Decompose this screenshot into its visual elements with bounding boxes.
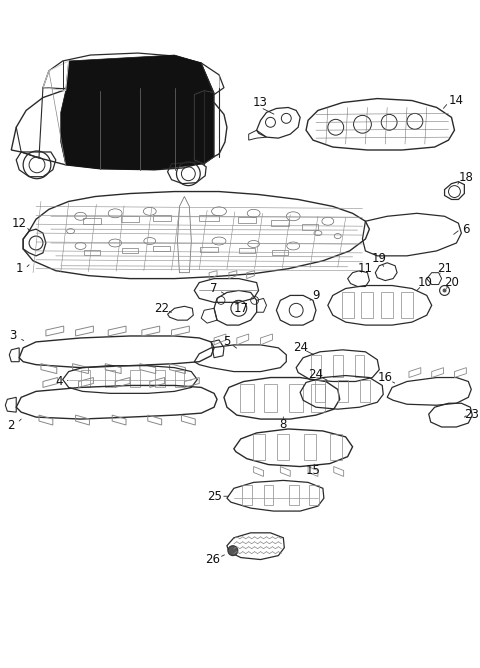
- Text: 26: 26: [205, 553, 221, 566]
- Bar: [273, 250, 288, 255]
- Bar: [381, 293, 393, 318]
- Text: 4: 4: [55, 375, 62, 388]
- Text: 9: 9: [312, 289, 320, 302]
- Bar: [401, 293, 413, 318]
- Circle shape: [443, 289, 446, 293]
- Bar: [84, 250, 100, 255]
- Bar: [289, 385, 303, 412]
- Text: 17: 17: [233, 302, 248, 315]
- Text: 3: 3: [10, 329, 17, 343]
- Bar: [84, 218, 101, 224]
- Bar: [105, 369, 115, 387]
- Bar: [338, 381, 348, 402]
- Text: 11: 11: [358, 263, 373, 275]
- Text: 16: 16: [378, 371, 393, 384]
- Bar: [240, 385, 253, 412]
- Text: 14: 14: [449, 94, 464, 107]
- Bar: [200, 247, 218, 253]
- Text: 1: 1: [15, 263, 23, 275]
- Text: 19: 19: [372, 253, 387, 265]
- Bar: [360, 381, 371, 402]
- Bar: [252, 434, 264, 460]
- Circle shape: [228, 546, 238, 556]
- Text: 25: 25: [206, 490, 221, 503]
- Text: 7: 7: [210, 282, 218, 295]
- Text: 15: 15: [306, 464, 321, 477]
- Text: 8: 8: [280, 418, 287, 430]
- Bar: [199, 215, 219, 221]
- Bar: [272, 220, 289, 226]
- Bar: [289, 486, 299, 505]
- Bar: [242, 486, 252, 505]
- Bar: [277, 434, 289, 460]
- Text: 22: 22: [154, 302, 169, 315]
- Bar: [264, 385, 277, 412]
- Bar: [342, 293, 354, 318]
- Bar: [330, 434, 342, 460]
- Text: 13: 13: [253, 96, 268, 109]
- Bar: [302, 224, 318, 230]
- Bar: [153, 246, 170, 251]
- Bar: [175, 369, 184, 387]
- Bar: [309, 486, 319, 505]
- Bar: [311, 385, 325, 412]
- Bar: [361, 293, 373, 318]
- Bar: [355, 355, 364, 377]
- Text: 6: 6: [463, 222, 470, 236]
- Text: 21: 21: [437, 263, 452, 275]
- Bar: [155, 369, 165, 387]
- Text: 20: 20: [444, 276, 459, 289]
- Bar: [81, 369, 90, 387]
- Bar: [264, 486, 274, 505]
- Text: 10: 10: [417, 276, 432, 289]
- Bar: [311, 355, 321, 377]
- Bar: [121, 248, 138, 253]
- Bar: [333, 355, 343, 377]
- Text: 23: 23: [464, 407, 479, 421]
- Text: 12: 12: [12, 216, 27, 230]
- Bar: [153, 215, 170, 221]
- Bar: [239, 248, 254, 253]
- Text: 24: 24: [309, 368, 324, 381]
- Text: 18: 18: [459, 171, 474, 184]
- Text: 5: 5: [223, 335, 230, 349]
- Bar: [130, 369, 140, 387]
- Bar: [315, 381, 325, 402]
- Text: 2: 2: [8, 419, 15, 432]
- Bar: [121, 216, 139, 222]
- Text: 24: 24: [293, 341, 308, 354]
- Polygon shape: [61, 55, 214, 170]
- Bar: [304, 434, 316, 460]
- Bar: [238, 217, 256, 223]
